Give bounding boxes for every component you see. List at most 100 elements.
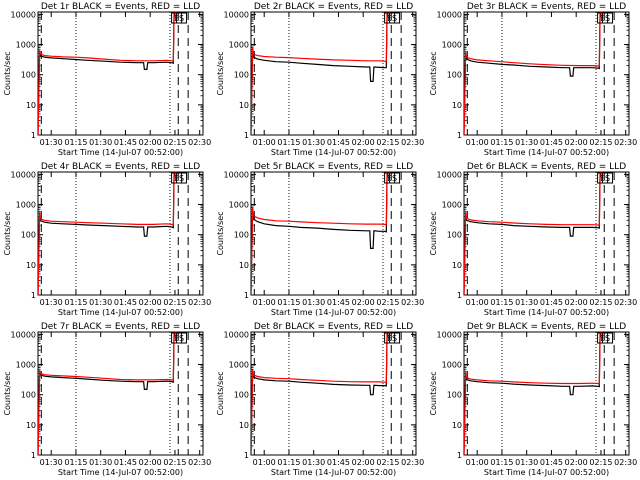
x-tick-label: 01:45 (540, 458, 563, 467)
x-tick-label: 01:15 (490, 138, 513, 147)
y-tick-label: 1 (31, 131, 36, 140)
x-tick-label: 02:30 (614, 298, 637, 307)
x-tick-label: 01:15 (490, 458, 513, 467)
lld-series-line (464, 332, 603, 455)
y-tick-label: 1000 (16, 361, 36, 370)
marker-box (602, 332, 614, 344)
x-tick-label: 01:45 (327, 298, 350, 307)
x-tick-label: 01:00 (466, 298, 489, 307)
x-tick-label: 01:30 (302, 138, 325, 147)
x-tick-label: 01:00 (253, 138, 276, 147)
x-axis-label: Start Time (14-Jul-07 00:52:00) (58, 148, 183, 157)
y-tick-label: 10000 (437, 170, 462, 179)
y-axis-label: Counts/sec (429, 371, 438, 415)
x-tick-label: 01:45 (114, 458, 137, 467)
events-series-line (38, 12, 177, 135)
y-tick-label: 100 (447, 71, 462, 80)
y-axis-label: Counts/sec (3, 211, 12, 255)
y-tick-label: 10 (452, 101, 462, 110)
x-tick-label: 02:15 (163, 298, 186, 307)
marker-label: S (392, 334, 397, 343)
marker-label: S (179, 334, 184, 343)
panel-title: Det 4r BLACK = Events, RED = LLD (41, 162, 200, 172)
x-tick-label: 02:30 (401, 298, 424, 307)
lld-series-line (464, 12, 603, 135)
x-tick-label: 01:00 (253, 458, 276, 467)
marker-box (389, 172, 401, 184)
panel-title: Det 1r BLACK = Events, RED = LLD (41, 2, 200, 12)
y-axis-label: Counts/sec (216, 51, 225, 95)
lld-series-line (251, 12, 390, 135)
y-tick-label: 10 (239, 101, 249, 110)
x-tick-label: 02:30 (401, 138, 424, 147)
y-tick-label: 100 (21, 231, 36, 240)
plot-frame (250, 11, 417, 136)
panel-title: Det 2r BLACK = Events, RED = LLD (254, 2, 413, 12)
events-series-line (38, 332, 177, 455)
x-tick-label: 02:00 (139, 138, 162, 147)
x-tick-label: 02:00 (565, 298, 588, 307)
y-tick-label: 1 (244, 451, 249, 460)
marker-label: S (605, 334, 610, 343)
events-series-line (251, 332, 390, 455)
y-tick-label: 1 (457, 291, 462, 300)
x-axis-label: Start Time (14-Jul-07 00:52:00) (58, 308, 183, 317)
y-tick-label: 10000 (11, 330, 36, 339)
x-tick-label: 02:30 (188, 298, 211, 307)
x-tick-label: 02:15 (376, 458, 399, 467)
x-tick-label: 01:45 (540, 138, 563, 147)
x-tick-label: 01:00 (253, 298, 276, 307)
panel-title: Det 9r BLACK = Events, RED = LLD (467, 322, 626, 332)
y-tick-label: 10 (239, 421, 249, 430)
y-tick-label: 1000 (16, 201, 36, 210)
events-series-line (251, 12, 390, 135)
x-tick-label: 01:15 (64, 298, 87, 307)
y-tick-label: 100 (21, 391, 36, 400)
x-tick-label: 02:15 (589, 298, 612, 307)
y-tick-label: 10000 (437, 10, 462, 19)
x-tick-label: 02:15 (376, 138, 399, 147)
x-tick-label: 02:00 (352, 458, 375, 467)
y-tick-label: 10 (452, 421, 462, 430)
x-tick-label: 01:30 (89, 458, 112, 467)
x-tick-label: 01:45 (327, 138, 350, 147)
det-4r-chart: Det 4r BLACK = Events, RED = LLD 1 10 100 10… (3, 162, 211, 317)
plot-frame (250, 331, 417, 456)
y-tick-label: 1000 (16, 41, 36, 50)
y-tick-label: 1000 (442, 41, 462, 50)
x-tick-label: 02:00 (565, 138, 588, 147)
x-tick-label: 01:30 (515, 298, 538, 307)
marker-label: S (179, 174, 184, 183)
x-tick-label: 01:30 (89, 298, 112, 307)
x-tick-label: 01:45 (540, 298, 563, 307)
y-tick-label: 1000 (442, 361, 462, 370)
plot-frame (463, 171, 630, 296)
panel-title: Det 6r BLACK = Events, RED = LLD (467, 162, 626, 172)
y-tick-label: 10000 (224, 330, 249, 339)
plot-frame (250, 171, 417, 296)
y-axis-label: Counts/sec (3, 51, 12, 95)
y-axis-label: Counts/sec (429, 211, 438, 255)
y-tick-label: 1 (244, 131, 249, 140)
x-tick-label: 02:00 (139, 458, 162, 467)
y-tick-label: 1 (457, 131, 462, 140)
x-axis-label: Start Time (14-Jul-07 00:52:00) (484, 308, 609, 317)
plot-frame (37, 331, 204, 456)
y-tick-label: 10 (26, 261, 36, 270)
x-tick-label: 02:30 (614, 458, 637, 467)
y-tick-label: 10000 (11, 10, 36, 19)
y-tick-label: 1 (31, 291, 36, 300)
events-series-line (251, 172, 390, 295)
x-axis-label: Start Time (14-Jul-07 00:52:00) (484, 468, 609, 477)
y-tick-label: 10 (26, 101, 36, 110)
marker-box (602, 12, 614, 24)
x-axis-label: Start Time (14-Jul-07 00:52:00) (271, 148, 396, 157)
x-tick-label: 02:15 (589, 138, 612, 147)
det-3r-chart: Det 3r BLACK = Events, RED = LLD 1 10 100 10… (429, 2, 637, 157)
x-tick-label: 01:30 (40, 458, 63, 467)
y-tick-label: 1000 (229, 201, 249, 210)
x-tick-label: 01:45 (327, 458, 350, 467)
y-tick-label: 1000 (442, 201, 462, 210)
x-tick-label: 02:30 (188, 138, 211, 147)
